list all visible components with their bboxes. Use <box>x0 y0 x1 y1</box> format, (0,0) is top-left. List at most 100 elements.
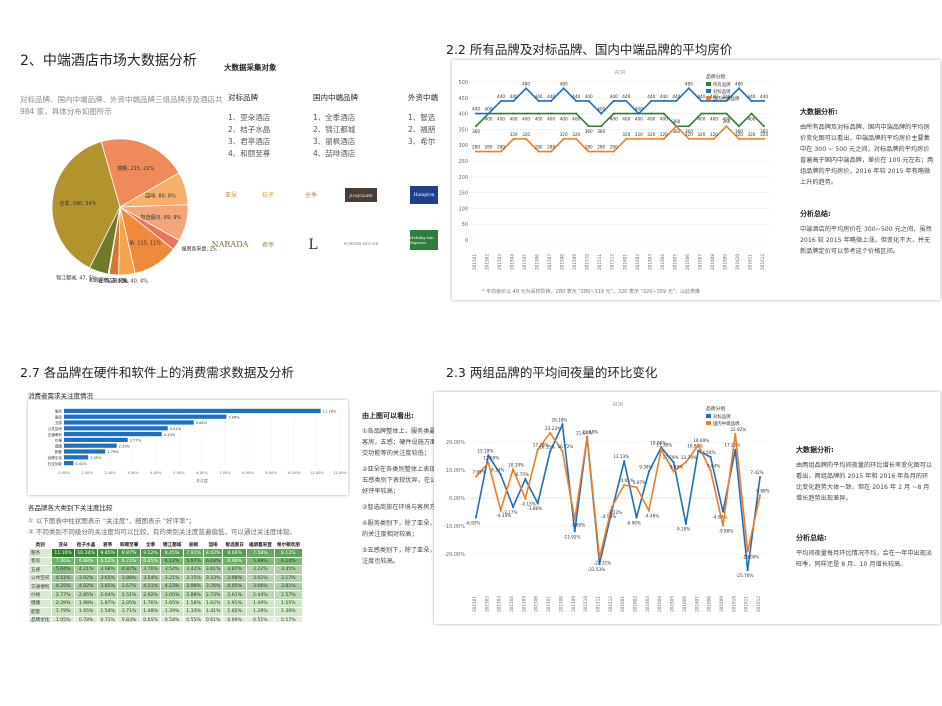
table-cell: 1.65% <box>73 607 99 617</box>
table-cell: 0.51% <box>245 615 275 622</box>
data-point <box>650 112 653 115</box>
table-cell: 0.61% <box>202 615 224 622</box>
table-label: 各品牌各大类别下关注度比较 <box>28 504 113 512</box>
data-point <box>758 476 762 479</box>
table-row: 品牌文化 1.05% 0.78% 0.71% 0.83% 0.65% 0.58% 0.55% 0… <box>28 615 303 622</box>
data-point <box>474 475 478 478</box>
x-tick-label: 201503 <box>497 254 502 270</box>
table-cell: 3.76% <box>140 565 161 575</box>
data-point <box>537 99 540 102</box>
table-row: 五感 5.64% 4.21% 3.98% 4.87% 3.76% 3.54% 3.42% 3.6… <box>28 565 303 575</box>
table-cell: 2.88% <box>183 590 204 600</box>
column-header: 丽枫 <box>183 540 204 550</box>
data-point <box>662 137 665 140</box>
data-point <box>524 497 527 500</box>
demand-chart-label: 消费者需求关注度情况 <box>28 392 93 400</box>
atour-logo: 亚朵 <box>218 182 244 206</box>
bar <box>64 443 117 448</box>
table-cell: 3.05% <box>159 590 185 600</box>
data-point <box>623 483 626 487</box>
data-label: 360 <box>672 119 680 124</box>
y-tick-label: 350 <box>458 127 468 133</box>
data-point <box>725 125 728 128</box>
data-point <box>586 435 589 438</box>
data-label: 320 <box>560 132 568 137</box>
table-cell: 4.87% <box>116 565 142 575</box>
data-point <box>709 469 712 472</box>
data-label: 440 <box>647 94 655 99</box>
data-label: -9.88% <box>719 529 734 534</box>
table-cell: 0.55% <box>183 615 204 622</box>
data-label: -9.18% <box>675 527 690 532</box>
data-point <box>562 87 565 90</box>
table-cell: 10.34% <box>73 548 99 558</box>
y-tick-label: 100 <box>458 206 468 212</box>
finding-item: ①各品牌整体上，服务类最受关注，其次是客房，五感；硬件设施方面，品牌文化、社交功… <box>362 428 434 457</box>
adr-panel: ADR 0 50 100 150 200 250 300 350 400 450 500 201501 2… <box>452 60 940 300</box>
table-cell: 3.45% <box>273 565 303 575</box>
data-point <box>712 137 715 140</box>
holiday-inn-logo: Holiday Inn Express <box>410 230 438 250</box>
data-label: 440 <box>585 94 593 99</box>
category-label: 五感 <box>55 420 63 425</box>
table-cell: 3.21% <box>159 573 185 583</box>
data-label: 9.84% <box>707 463 720 468</box>
y-tick-label: 10.00% <box>446 468 465 474</box>
x-tick-label: 201502 <box>485 254 490 270</box>
legend-swatch <box>706 421 711 425</box>
data-point <box>561 450 564 453</box>
group-item: 4、和颐至尊 <box>228 149 271 158</box>
x-tick-label: 201509 <box>571 596 576 612</box>
bar-value-label: 1.79% <box>107 450 119 454</box>
data-label: 320 <box>697 132 705 137</box>
data-label: 400 <box>747 117 755 122</box>
column-header: 类别 <box>28 540 53 550</box>
data-point <box>500 150 503 153</box>
data-label: -23.53% <box>588 567 605 572</box>
x-axis-label: 关注度 <box>196 477 208 483</box>
logo-text: Hampton <box>413 192 435 198</box>
x-tick-label: 201602 <box>633 596 638 612</box>
data-label: 21.88% <box>582 430 598 435</box>
x-tick-label: 201506 <box>534 596 539 612</box>
data-label: 440 <box>722 94 730 99</box>
data-label: 21.64% <box>576 430 592 435</box>
table-cell: 2.85% <box>73 590 99 600</box>
table-cell: 健康 <box>28 598 53 609</box>
table-cell: 1.87% <box>97 598 118 609</box>
data-point <box>734 432 737 435</box>
legend-swatch <box>706 414 711 418</box>
attention-table: 类别 亚朵 桔子水晶 君亭 和颐至尊 全季 锦江都城 丽枫 喆啡 智选假日 福朋喜来登 希尔顿欢朋 服务… <box>28 540 348 622</box>
data-point <box>697 444 700 447</box>
table-cell: 6.88% <box>73 556 99 567</box>
data-point <box>684 522 688 525</box>
data-point <box>612 99 615 102</box>
table-cell: 2.77% <box>51 590 75 600</box>
data-label: -25.76% <box>736 573 753 578</box>
legend-title: 品牌分组 <box>706 73 725 80</box>
data-point <box>763 125 765 128</box>
data-point <box>548 431 552 435</box>
pie-slice <box>100 138 180 208</box>
data-label: -3.22% <box>607 510 622 515</box>
x-tick-label: 201511 <box>595 596 600 612</box>
table-cell: 1.54% <box>97 607 118 617</box>
data-label: 16.88% <box>687 444 703 449</box>
table-cell: 客房 <box>28 556 53 567</box>
data-point <box>750 137 753 140</box>
table-cell: 9.12% <box>140 548 161 558</box>
table-cell: 3.02% <box>245 573 275 583</box>
data-label: 400 <box>597 107 605 112</box>
table-cell: 1.55% <box>273 598 303 609</box>
group-title: 对标品牌 <box>228 93 258 102</box>
table-cell: 4.05% <box>222 581 247 592</box>
data-label: 17.38% <box>656 442 672 447</box>
data-point <box>598 562 601 565</box>
table-cell: 8.66% <box>222 548 247 558</box>
data-point <box>625 137 628 140</box>
data-point <box>500 99 503 102</box>
section4-analysis-title: 大数据分析: <box>796 446 834 454</box>
data-point <box>700 137 703 140</box>
table-cell: 7.58% <box>245 548 275 558</box>
legend-swatch <box>706 82 711 86</box>
